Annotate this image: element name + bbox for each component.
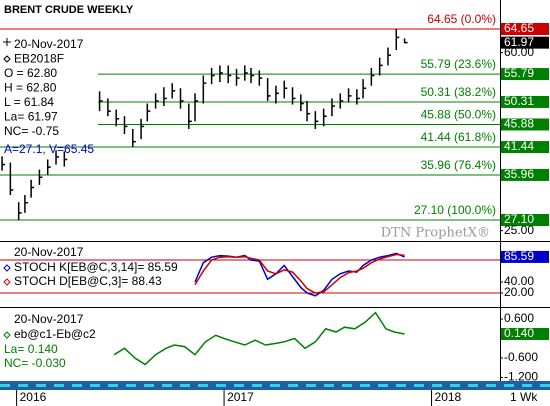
panel-header: 20-Nov-2017 xyxy=(14,245,84,259)
price-box-label: 55.79 xyxy=(504,66,534,80)
y-tick-label: 0.600 xyxy=(504,311,534,325)
fib-label: 35.96 (76.4%) xyxy=(421,158,496,172)
info-line: EB2018F xyxy=(14,52,64,66)
chart-title: BRENT CRUDE WEEKLY xyxy=(4,4,134,16)
legend-diamond xyxy=(3,331,11,339)
last-value-label: 85.59 xyxy=(504,249,534,263)
price-box-label: 35.96 xyxy=(504,167,534,181)
price-box xyxy=(501,168,549,181)
price-box xyxy=(501,68,549,81)
legend-diamond xyxy=(3,264,11,272)
last-value-box xyxy=(501,250,549,263)
info-line: L = 61.84 xyxy=(4,95,54,109)
period-label: 1 Wk xyxy=(510,390,538,404)
info-line: H = 62.80 xyxy=(4,81,57,95)
legend-diamond xyxy=(3,278,11,286)
diamond-icon xyxy=(3,55,11,63)
fib-label: 55.79 (23.6%) xyxy=(421,57,496,71)
nc-label: NC= -0.030 xyxy=(4,356,66,370)
fib-label: 45.88 (50.0%) xyxy=(421,108,496,122)
x-tick-label: 2016 xyxy=(20,390,47,404)
legend-entry: eb@c1-Eb@c2 xyxy=(14,327,96,341)
price-box xyxy=(501,118,549,131)
la-label: La= 0.140 xyxy=(4,342,58,356)
fib-label: 64.65 (0.0%) xyxy=(427,12,496,26)
legend-entry: STOCH K[EB@C,3,14]= 85.59 xyxy=(14,260,178,274)
x-tick-label: 2018 xyxy=(435,390,462,404)
av-label: A=27.1, V=65.45 xyxy=(4,142,94,156)
legend-entry: STOCH D[EB@C,3]= 88.43 xyxy=(14,274,162,288)
y-tick-label: -0.600 xyxy=(504,350,538,364)
watermark: DTN ProphetX® xyxy=(381,226,490,241)
crosshair-icon xyxy=(3,38,11,46)
last-price-label: 61.97 xyxy=(504,35,534,49)
price-box-label: 41.44 xyxy=(504,139,534,153)
marks: 64.65 (0.0%) 64.65 55.79 (23.6%) 55.79 50.31… xyxy=(0,12,549,406)
info-line: NC= -0.75 xyxy=(4,124,59,138)
price-box-label: 50.31 xyxy=(504,94,534,108)
panel-header: 20-Nov-2017 xyxy=(14,312,84,326)
fib-label: 50.31 (38.2%) xyxy=(421,85,496,99)
series-line xyxy=(194,253,405,294)
price-box xyxy=(501,95,549,108)
y-tick-label: 25.00 xyxy=(504,223,534,237)
price-box-label: 64.65 xyxy=(504,21,534,35)
price-box xyxy=(501,214,549,227)
y-tick-label: -1.200 xyxy=(504,370,538,384)
y-tick-label: 40.00 xyxy=(504,274,534,288)
series-line xyxy=(113,311,405,366)
y-tick-label: 20.00 xyxy=(504,285,534,299)
x-tick-label: 2017 xyxy=(227,390,254,404)
price-box-label: 45.88 xyxy=(504,117,534,131)
fib-label: 27.10 (100.0%) xyxy=(414,203,496,217)
info-line: O = 62.80 xyxy=(4,66,57,80)
price-box xyxy=(501,141,549,154)
last-value-label: 0.140 xyxy=(504,326,534,340)
info-line: 20-Nov-2017 xyxy=(14,37,84,51)
price-box xyxy=(501,22,549,35)
overlay: BRENT CRUDE WEEKLY DTN ProphetX® 20-Nov-… xyxy=(0,4,550,390)
info-line: La= 61.97 xyxy=(4,110,58,124)
last-value-box xyxy=(501,327,549,340)
last-price-box xyxy=(501,36,549,49)
fib-label: 41.44 (61.8%) xyxy=(421,130,496,144)
price-box-label: 27.10 xyxy=(504,212,534,226)
info-box xyxy=(0,38,98,142)
